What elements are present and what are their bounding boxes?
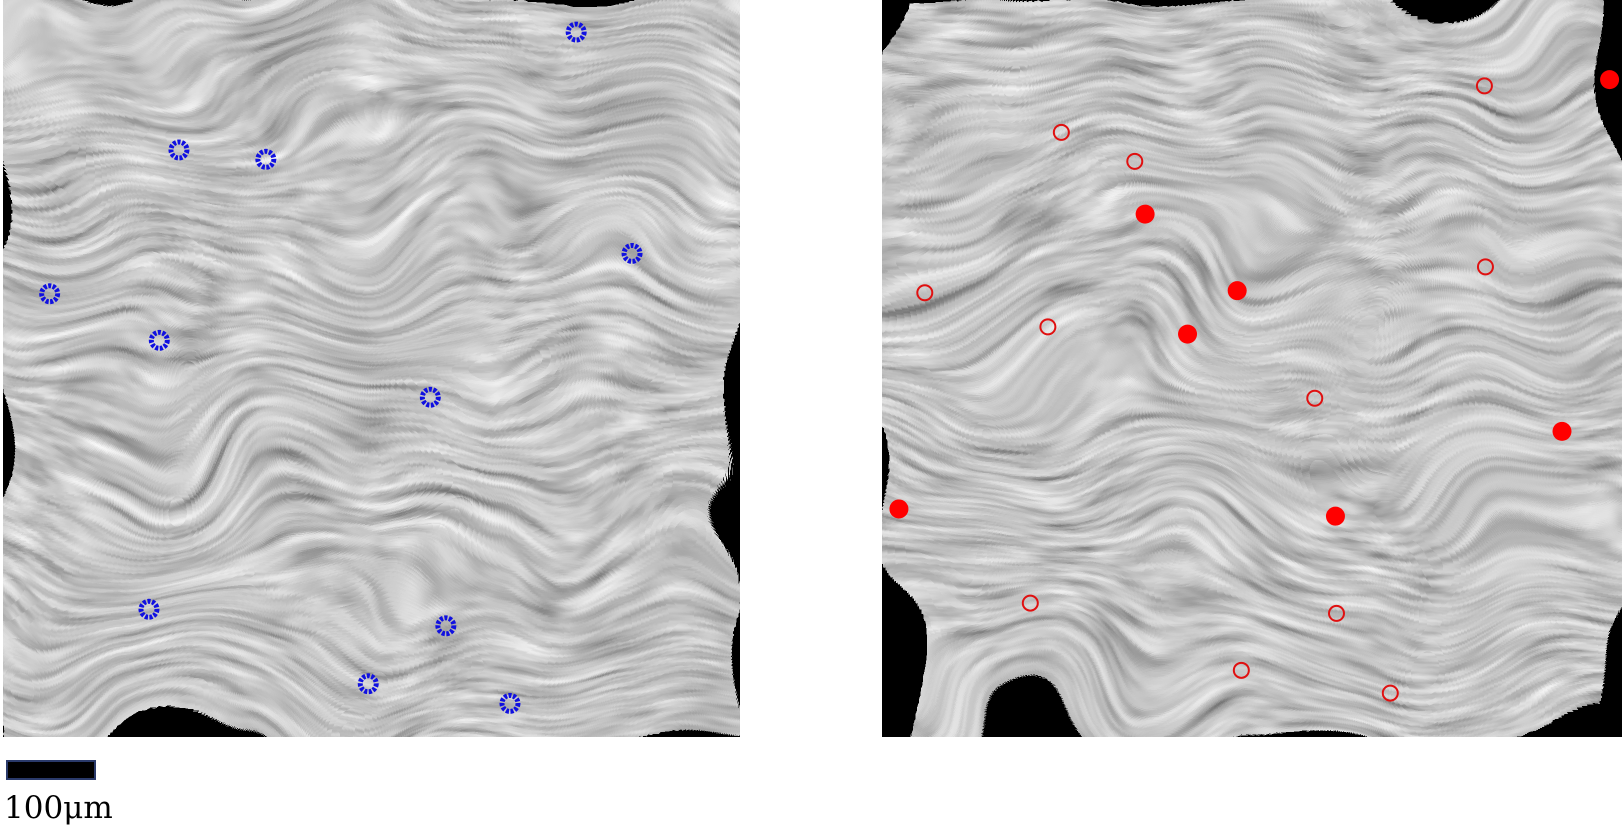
micrograph-left <box>3 0 740 737</box>
open-red-marker <box>916 284 934 302</box>
filled-red-marker <box>1135 204 1155 224</box>
filled-red-marker <box>1552 421 1572 441</box>
open-red-marker <box>1476 258 1494 276</box>
open-red-marker <box>1021 594 1039 612</box>
blue-marker <box>419 386 441 408</box>
filled-red-marker <box>1178 324 1198 344</box>
open-red-marker <box>1381 684 1399 702</box>
filled-red-marker <box>1227 281 1247 301</box>
filled-red-marker <box>1325 506 1345 526</box>
blue-marker <box>148 329 170 351</box>
blue-marker <box>499 692 521 714</box>
micrograph-right <box>882 0 1622 737</box>
defect-markers <box>39 21 1620 714</box>
open-red-marker <box>1232 661 1250 679</box>
blue-marker <box>357 673 379 695</box>
open-red-marker <box>1327 604 1345 622</box>
open-red-marker <box>1475 77 1493 95</box>
blue-marker <box>39 283 61 305</box>
open-red-marker <box>1306 389 1324 407</box>
blue-marker <box>168 139 190 161</box>
blue-marker <box>255 148 277 170</box>
blue-marker <box>435 615 457 637</box>
blue-marker <box>621 242 643 264</box>
filled-red-marker <box>889 499 909 519</box>
open-red-marker <box>1052 123 1070 141</box>
blue-marker <box>565 21 587 43</box>
filled-red-marker <box>1600 70 1620 90</box>
blue-marker <box>138 598 160 620</box>
scale-bar <box>6 760 96 780</box>
open-red-marker <box>1126 152 1144 170</box>
open-red-marker <box>1039 318 1057 336</box>
scale-label: 100μm <box>4 790 113 826</box>
